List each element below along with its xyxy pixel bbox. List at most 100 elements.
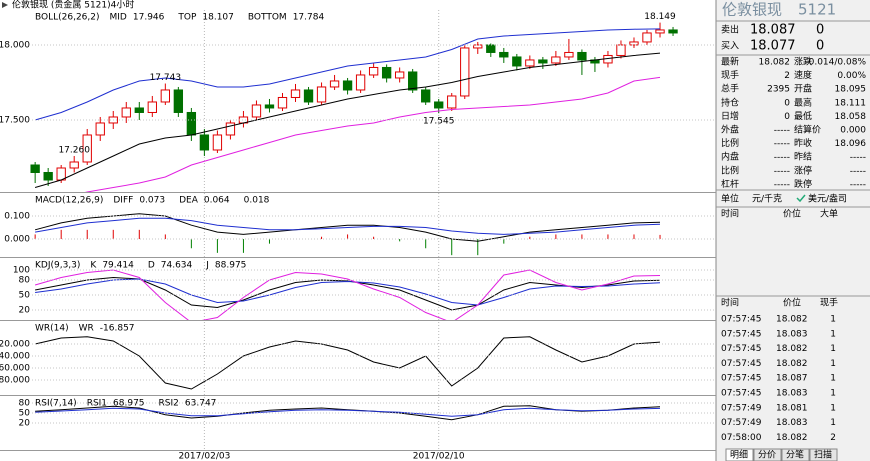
tab[interactable] <box>809 448 838 461</box>
indicator-line <box>34 52 661 188</box>
quote-label: 涨停 <box>794 164 812 176</box>
trade-volume: 1 <box>830 344 836 354</box>
quote-label: 最高 <box>794 96 812 108</box>
legend-name: K <box>90 261 97 271</box>
unit-option: 元/千克 <box>752 194 782 205</box>
legend-name: WR <box>79 324 94 334</box>
candle-body <box>381 66 392 79</box>
candle-body <box>642 32 652 43</box>
candle-body <box>277 96 288 109</box>
candle-body <box>368 66 379 76</box>
quote-bg <box>716 0 870 461</box>
trade-volume: 1 <box>830 403 836 413</box>
indicator-title: KDJ(9,3,3) <box>35 261 80 271</box>
candle-body <box>629 41 639 46</box>
quote-value: ----- <box>850 153 866 163</box>
legend-value: 17.784 <box>293 13 325 23</box>
candle-body <box>251 104 262 118</box>
candle-body <box>121 107 131 118</box>
quote-value: 18.095 <box>835 85 867 95</box>
y-tick-label: 0.100 <box>4 212 30 222</box>
price-annotation: 17.743 <box>150 73 182 83</box>
indicator-title: MACD(12,26,9) <box>35 196 103 206</box>
y-tick-label: 20 <box>19 306 31 316</box>
tab[interactable] <box>725 448 754 461</box>
candle-body <box>43 171 53 181</box>
indicator-title: RSI(7,14) <box>35 399 77 409</box>
quote-label: 卖出 <box>721 24 739 36</box>
candle-body <box>434 101 444 109</box>
quote-value: ----- <box>774 180 790 190</box>
quote-code: 5121 <box>798 1 836 19</box>
candle-body <box>460 47 470 97</box>
quote-value: ----- <box>774 139 790 149</box>
indicator-line <box>35 407 661 417</box>
candle-body <box>564 51 574 58</box>
quote-label: 跌停 <box>794 178 812 190</box>
price-annotation: 17.260 <box>58 145 90 155</box>
y-tick-label: 17.500 <box>0 115 30 125</box>
quote-value: 2 <box>784 71 790 81</box>
trade-volume: 2 <box>830 433 836 443</box>
quote-value: 2395 <box>767 85 790 95</box>
tab-label: 分价 <box>758 450 776 461</box>
quote-value: 18.096 <box>835 139 867 149</box>
quote-name: 伦敦银现 <box>722 1 782 19</box>
tab[interactable] <box>753 448 782 461</box>
quote-price: 18.077 <box>750 39 796 54</box>
quote-label: 持仓 <box>721 96 739 108</box>
candle-body <box>329 80 340 88</box>
indicator-line <box>34 28 661 121</box>
candle-body <box>95 122 105 136</box>
y-tick-label: 80 <box>19 276 31 286</box>
trade-price: 18.081 <box>776 403 808 413</box>
candle-body <box>264 104 275 109</box>
table-header: 现手 <box>820 297 838 309</box>
candle-body <box>186 111 197 136</box>
quote-label: 最低 <box>794 110 812 122</box>
quote-value: ----- <box>774 166 790 176</box>
table-header: 时间 <box>721 208 739 220</box>
legend-value: 18.107 <box>202 13 234 23</box>
legend-value: 79.414 <box>102 261 134 271</box>
legend-value: 68.975 <box>113 399 145 409</box>
y-tick-label: -20.000 <box>0 339 30 349</box>
quote-label: 结算价 <box>794 124 821 136</box>
candle-body <box>342 80 353 91</box>
quote-volume: 0 <box>816 23 824 38</box>
check-icon <box>796 194 806 203</box>
panel <box>34 269 661 320</box>
trade-time: 07:58:00 <box>721 433 762 443</box>
panel <box>35 405 661 421</box>
candle-body <box>538 59 548 64</box>
candle-body <box>30 164 40 173</box>
candle-body <box>408 71 418 91</box>
x-tick-label: 2017/02/03 <box>178 452 230 461</box>
candle-body <box>551 56 561 64</box>
quote-label: 比例 <box>721 137 739 149</box>
indicator-line <box>35 278 661 306</box>
legend-value: 0.073 <box>139 196 165 206</box>
trade-price: 18.082 <box>776 315 808 325</box>
y-tick-label: 80 <box>19 399 31 409</box>
quote-label: 速度 <box>794 69 812 81</box>
y-tick-label: -80.000 <box>0 375 30 385</box>
candle-body <box>394 71 405 79</box>
table-header: 价位 <box>783 208 801 220</box>
quote-value: ----- <box>774 126 790 136</box>
legend-value: 17.946 <box>133 13 165 23</box>
trade-time: 07:57:45 <box>721 389 761 399</box>
trade-price: 18.083 <box>776 329 808 339</box>
legend-value: 0.064 <box>204 196 230 206</box>
candle-body <box>616 44 626 56</box>
candle-body <box>316 86 327 103</box>
trade-time: 07:57:49 <box>721 403 762 413</box>
trade-price: 18.087 <box>776 374 808 384</box>
candle-body <box>303 89 314 103</box>
candle-body <box>134 107 144 113</box>
quote-value: ----- <box>850 166 866 176</box>
legend-name: TOP <box>177 13 197 23</box>
tab[interactable] <box>781 448 810 461</box>
y-tick-label: 50 <box>19 291 31 301</box>
legend-value: 63.747 <box>185 399 217 409</box>
